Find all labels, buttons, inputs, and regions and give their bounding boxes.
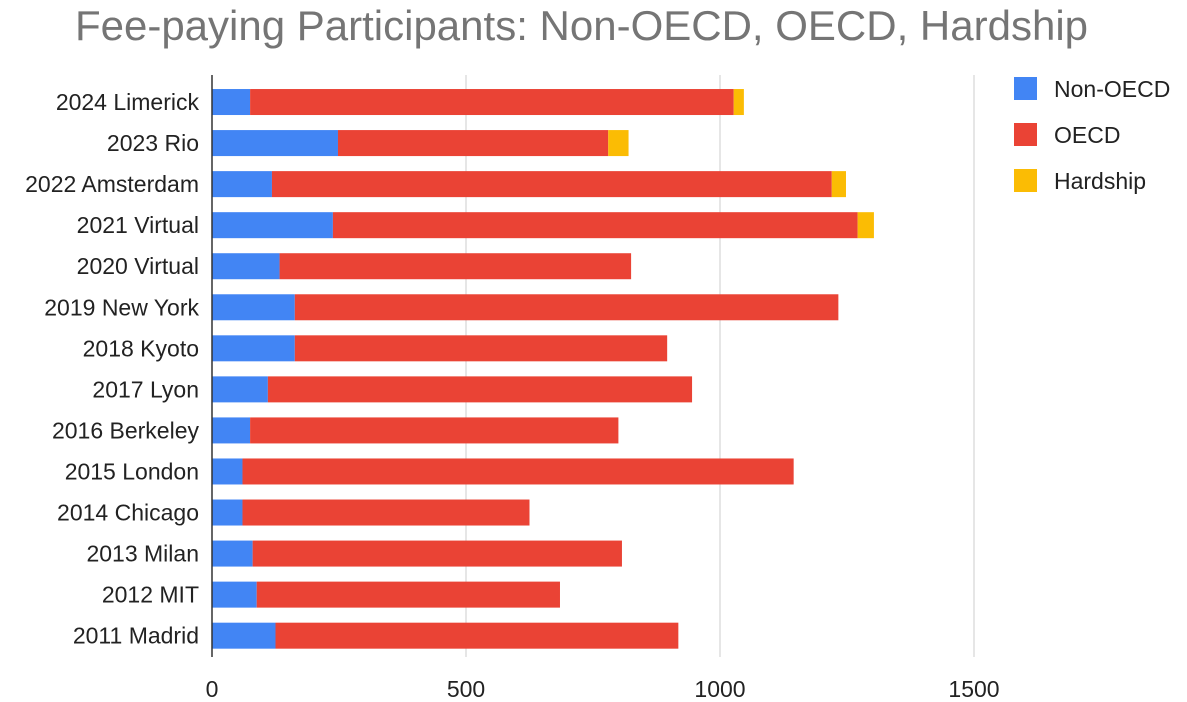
bar-segment	[212, 212, 333, 239]
bar-segment	[256, 581, 560, 608]
bar-segment	[212, 417, 251, 444]
category-label: 2022 Amsterdam	[25, 171, 199, 197]
bar-segment	[252, 540, 622, 567]
bar-segment	[212, 622, 276, 649]
bar-segment	[250, 89, 734, 116]
bar-segment	[294, 294, 839, 321]
legend-label: Non-OECD	[1054, 76, 1170, 102]
x-tick-label: 1500	[948, 676, 999, 702]
category-label: 2019 New York	[44, 294, 199, 320]
legend-label: OECD	[1054, 122, 1120, 148]
category-label: 2013 Milan	[86, 541, 199, 567]
bar-segment	[212, 171, 272, 198]
category-label: 2018 Kyoto	[83, 335, 199, 361]
category-label: 2017 Lyon	[92, 376, 199, 402]
bar-segment	[212, 499, 243, 526]
x-tick-label: 0	[206, 676, 219, 702]
bar-segment	[212, 335, 295, 362]
category-label: 2014 Chicago	[57, 500, 199, 526]
bar-segment	[294, 335, 668, 362]
category-label: 2023 Rio	[107, 130, 199, 156]
category-label: 2015 London	[65, 458, 199, 484]
bar-segment	[332, 212, 858, 239]
bar-segment	[242, 499, 530, 526]
bar-segment	[250, 417, 619, 444]
legend-label: Hardship	[1054, 168, 1146, 194]
category-label: 2012 MIT	[102, 582, 199, 608]
bar-segment	[267, 376, 693, 403]
bar-segment	[857, 212, 874, 239]
category-label: 2016 Berkeley	[52, 417, 200, 443]
bar-segment	[279, 253, 632, 280]
bar-segment	[212, 458, 243, 485]
bar-segment	[337, 130, 609, 157]
category-label: 2021 Virtual	[77, 212, 199, 238]
category-label: 2011 Madrid	[73, 623, 199, 649]
x-tick-label: 1000	[694, 676, 745, 702]
bar-segment	[212, 89, 251, 116]
category-label: 2020 Virtual	[77, 253, 199, 279]
bar-segment	[212, 130, 338, 157]
bar-segment	[242, 458, 794, 485]
legend-swatch	[1014, 77, 1037, 100]
bar-segment	[212, 376, 268, 403]
legend-swatch	[1014, 123, 1037, 146]
bar-segment	[608, 130, 629, 157]
bar-segment	[275, 622, 679, 649]
category-label: 2024 Limerick	[56, 89, 200, 115]
x-tick-label: 500	[447, 676, 485, 702]
bar-segment	[271, 171, 832, 198]
bar-segment	[212, 253, 280, 280]
bar-segment	[212, 581, 257, 608]
chart-title: Fee-paying Participants: Non-OECD, OECD,…	[74, 2, 1089, 49]
bar-segment	[733, 89, 744, 116]
bar-segment	[212, 294, 295, 321]
bar-segment	[831, 171, 846, 198]
legend-swatch	[1014, 169, 1037, 192]
bar-segment	[212, 540, 253, 567]
